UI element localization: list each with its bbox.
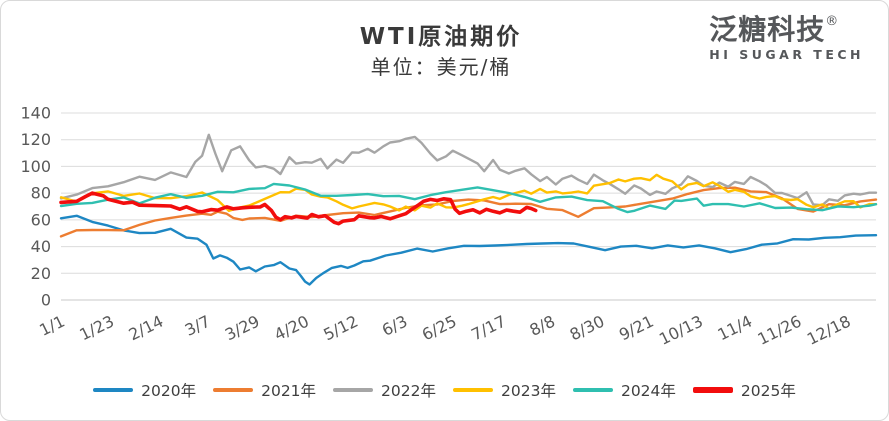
y-tick-label: 40	[31, 237, 51, 256]
x-tick-label: 1/1	[36, 312, 67, 340]
x-tick-label: 2/14	[126, 312, 167, 345]
series-line-2020	[59, 214, 878, 286]
legend-item-2020: 2020年	[93, 379, 196, 401]
legend-swatch-2020	[93, 388, 134, 392]
legend-item-2023: 2023年	[453, 379, 556, 401]
legend-label-2022: 2022年	[381, 382, 436, 400]
y-tick-label: 80	[31, 184, 51, 203]
x-tick-label: 5/12	[320, 312, 361, 345]
x-tick-label: 1/23	[76, 312, 117, 345]
y-tick-label: 20	[31, 264, 51, 283]
legend-item-2025: 2025年	[692, 379, 796, 401]
series-line-2023	[59, 173, 878, 213]
chart-legend: 2020年 2021年 2022年 2023年 2024年 2025年	[1, 379, 888, 401]
legend-swatch-2025	[692, 387, 733, 393]
brand-logo: 泛糖科技® HI SUGAR TECH	[709, 13, 864, 62]
y-tick-label: 140	[20, 104, 51, 123]
legend-label-2021: 2021年	[261, 382, 317, 400]
series-line-2025	[59, 191, 538, 226]
page-title: WTI原油期价	[359, 24, 523, 50]
legend-item-2024: 2024年	[572, 379, 676, 401]
x-tick-label: 11/4	[715, 312, 756, 345]
x-tick-label: 8/8	[527, 312, 558, 340]
legend-item-2022: 2022年	[333, 379, 436, 401]
registered-trademark-icon: ®	[825, 14, 839, 29]
legend-label-2025: 2025年	[740, 382, 796, 400]
chart-unit-label: 单位：美元/桶	[370, 55, 512, 79]
series-line-2021	[59, 186, 878, 238]
x-tick-label: 12/18	[804, 312, 854, 349]
x-tick-label: 10/13	[656, 312, 706, 349]
x-tick-label: 6/25	[419, 312, 460, 345]
legend-swatch-2021	[213, 388, 254, 392]
y-tick-label: 120	[20, 130, 51, 149]
x-tick-label: 6/3	[379, 312, 410, 340]
x-tick-label: 3/7	[182, 312, 213, 340]
y-axis-labels: 0 20 40 60 80 100 120 140	[20, 104, 51, 310]
legend-label-2024: 2024年	[620, 382, 676, 400]
brand-name: 泛糖科技	[709, 13, 826, 46]
x-tick-label: 8/30	[567, 312, 608, 345]
legend-item-2021: 2021年	[213, 379, 316, 401]
x-tick-label: 11/26	[755, 312, 805, 349]
series-line-2022	[59, 133, 878, 207]
x-tick-label: 9/21	[616, 312, 657, 345]
series-line-2024	[59, 182, 878, 214]
legend-label-2020: 2020年	[141, 382, 197, 400]
x-tick-label: 4/20	[271, 312, 312, 345]
legend-label-2023: 2023年	[501, 382, 556, 400]
legend-swatch-2023	[453, 388, 493, 392]
brand-subtext: HI SUGAR TECH	[709, 46, 864, 62]
y-tick-label: 60	[31, 210, 51, 229]
series-lines	[59, 133, 878, 286]
y-tick-label: 0	[41, 291, 51, 310]
legend-swatch-2022	[333, 388, 374, 392]
x-tick-label: 7/17	[468, 312, 509, 345]
x-tick-label: 3/29	[222, 312, 263, 345]
legend-swatch-2024	[572, 388, 613, 392]
y-tick-label: 100	[20, 157, 51, 176]
x-axis-labels: 1/1 1/23 2/14 3/7 3/29 4/20 5/12 6/3 6/25 7/17 8/8…	[36, 312, 853, 349]
brand-name-row: 泛糖科技®	[709, 13, 864, 46]
